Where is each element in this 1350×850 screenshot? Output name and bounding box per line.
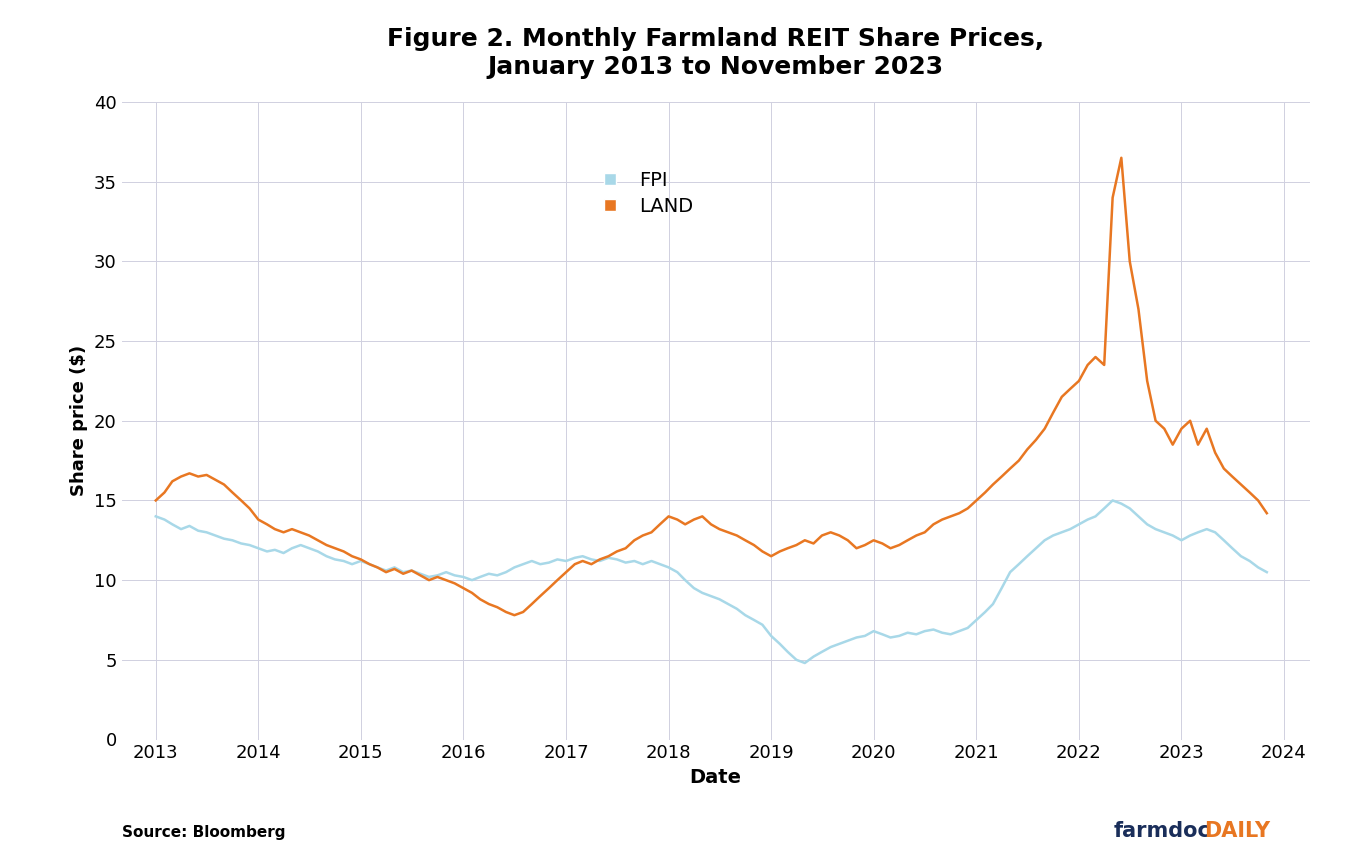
- Text: DAILY: DAILY: [1204, 821, 1270, 842]
- Line: FPI: FPI: [155, 501, 1266, 663]
- Title: Figure 2. Monthly Farmland REIT Share Prices,
January 2013 to November 2023: Figure 2. Monthly Farmland REIT Share Pr…: [387, 27, 1044, 79]
- Legend: FPI, LAND: FPI, LAND: [583, 162, 701, 224]
- Text: Source: Bloomberg: Source: Bloomberg: [122, 825, 285, 841]
- Y-axis label: Share price ($): Share price ($): [70, 345, 88, 496]
- Line: LAND: LAND: [155, 158, 1266, 615]
- Text: farmdoc: farmdoc: [1114, 821, 1211, 842]
- X-axis label: Date: Date: [690, 768, 741, 787]
